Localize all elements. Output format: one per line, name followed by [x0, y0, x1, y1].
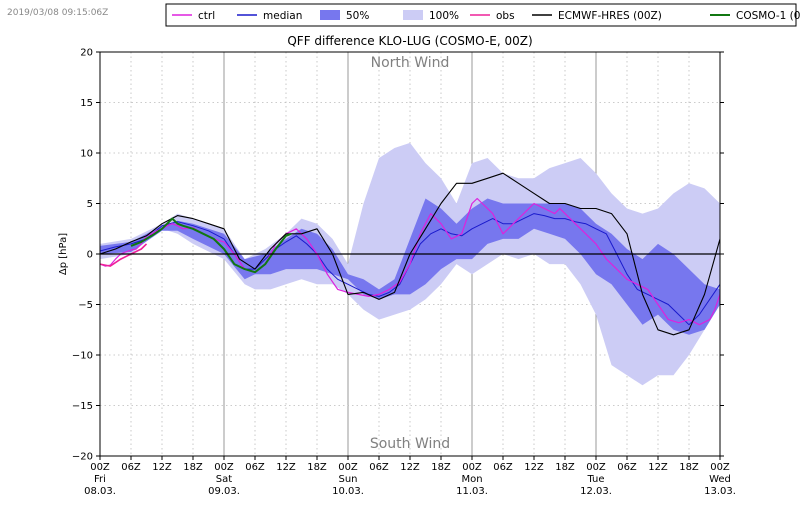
- x-tick-day-label: Sat: [216, 474, 232, 485]
- y-tick-label: 15: [80, 98, 93, 109]
- x-tick-label: 12Z: [648, 462, 668, 473]
- x-tick-label: 12Z: [400, 462, 420, 473]
- x-tick-label: 06Z: [121, 462, 141, 473]
- x-tick-label: 18Z: [183, 462, 203, 473]
- x-tick-label: 06Z: [493, 462, 513, 473]
- x-tick-label: 12Z: [524, 462, 544, 473]
- y-tick-label: 0: [87, 250, 93, 261]
- x-tick-label: 00Z: [710, 462, 730, 473]
- x-tick-label: 12Z: [152, 462, 172, 473]
- legend-swatch-band50: [320, 10, 340, 20]
- y-tick-label: 10: [80, 149, 93, 160]
- legend: ctrl median 50% 100% obs ECMWF-HRES (00Z) COSM…: [165, 3, 800, 27]
- x-tick-label: 00Z: [214, 462, 234, 473]
- legend-label-ctrl: ctrl: [198, 10, 215, 22]
- x-tick-label: 12Z: [276, 462, 296, 473]
- legend-label-cosmo1: COSMO-1 (06Z): [736, 10, 800, 22]
- north-wind-label: North Wind: [371, 55, 450, 71]
- legend-label-band50: 50%: [346, 10, 369, 22]
- y-tick-label: 20: [80, 48, 93, 59]
- band-50-percent: [100, 198, 720, 335]
- x-tick-label: 06Z: [245, 462, 265, 473]
- x-tick-label: 00Z: [462, 462, 482, 473]
- chart-title: QFF difference KLO-LUG (COSMO-E, 00Z): [287, 34, 532, 48]
- legend-label-obs: obs: [496, 10, 515, 22]
- south-wind-label: South Wind: [370, 436, 450, 452]
- x-tick-day-label: Sun: [338, 474, 357, 485]
- x-tick-label: 18Z: [431, 462, 451, 473]
- x-tick-day-label: Tue: [586, 474, 604, 485]
- y-axis-label: Δp [hPa]: [58, 233, 69, 275]
- x-tick-label: 00Z: [586, 462, 606, 473]
- x-tick-date-label: 11.03.: [456, 486, 488, 497]
- x-tick-date-label: 13.03.: [704, 486, 736, 497]
- x-tick-date-label: 09.03.: [208, 486, 240, 497]
- y-tick-label: −20: [72, 452, 93, 463]
- x-tick-date-label: 08.03.: [84, 486, 116, 497]
- y-tick-label: 5: [87, 199, 93, 210]
- x-tick-day-label: Fri: [94, 474, 106, 485]
- series-line-cosmo1: [130, 217, 292, 274]
- x-tick-date-label: 12.03.: [580, 486, 612, 497]
- legend-swatch-band100: [403, 10, 423, 20]
- y-tick-label: −15: [72, 401, 93, 412]
- y-tick-label: −5: [78, 300, 93, 311]
- y-tick-label: −10: [72, 351, 93, 362]
- y-axis-ticks: 20 15 10 5 0 −5 −10 −15 −20: [72, 48, 724, 463]
- legend-label-ecmwf: ECMWF-HRES (00Z): [558, 10, 662, 22]
- x-tick-label: 06Z: [617, 462, 637, 473]
- x-tick-label: 18Z: [679, 462, 699, 473]
- x-tick-date-label: 10.03.: [332, 486, 364, 497]
- legend-label-median: median: [263, 10, 302, 22]
- x-tick-label: 18Z: [307, 462, 327, 473]
- x-tick-label: 06Z: [369, 462, 389, 473]
- x-tick-day-label: Mon: [461, 474, 482, 485]
- timestamp: 2019/03/08 09:15:06Z: [7, 8, 108, 18]
- x-tick-day-label: Wed: [709, 474, 731, 485]
- x-tick-label: 00Z: [338, 462, 358, 473]
- series-line-obs: [99, 243, 148, 267]
- x-tick-label: 00Z: [90, 462, 110, 473]
- legend-label-band100: 100%: [429, 10, 459, 22]
- x-tick-label: 18Z: [555, 462, 575, 473]
